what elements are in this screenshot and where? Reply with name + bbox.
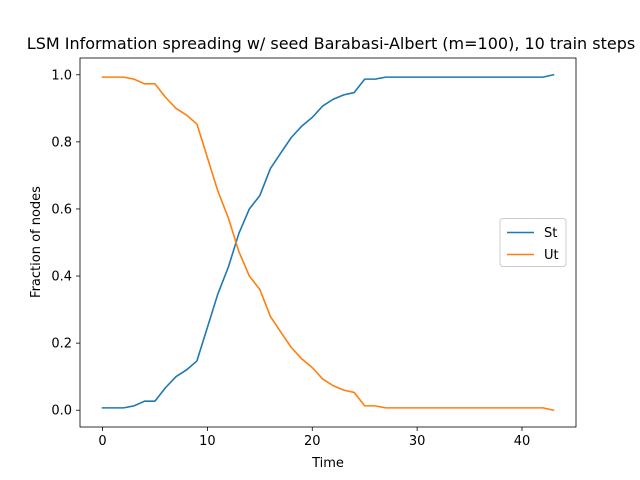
y-tick-label: 0.8 — [51, 135, 72, 150]
legend: St Ut — [499, 218, 567, 267]
series-line-st — [101, 73, 555, 409]
x-axis-label: Time — [311, 456, 344, 471]
y-tick-label: 0.4 — [51, 270, 72, 285]
y-axis-label: Fraction of nodes — [29, 186, 44, 298]
x-tick-label: 10 — [199, 434, 216, 449]
x-tick-label: 30 — [409, 434, 426, 449]
legend-label-st: St — [544, 226, 557, 241]
legend-label-ut: Ut — [544, 248, 559, 263]
series-line-ut — [101, 76, 555, 412]
y-tick-label: 0.2 — [51, 337, 72, 352]
x-tick-label: 40 — [514, 434, 531, 449]
x-tick-label: 0 — [98, 434, 106, 449]
y-tick-label: 0.0 — [51, 404, 72, 419]
plot-area: 0 10 20 30 40 0.0 0.2 0.4 0.6 0.8 1.0 St Ut — [51, 57, 577, 449]
y-tick-label: 1.0 — [51, 68, 72, 83]
chart-title: LSM Information spreading w/ seed Baraba… — [27, 34, 635, 53]
y-tick-label: 0.6 — [51, 202, 72, 217]
axes-frame — [79, 57, 577, 428]
x-tick-label: 20 — [304, 434, 321, 449]
